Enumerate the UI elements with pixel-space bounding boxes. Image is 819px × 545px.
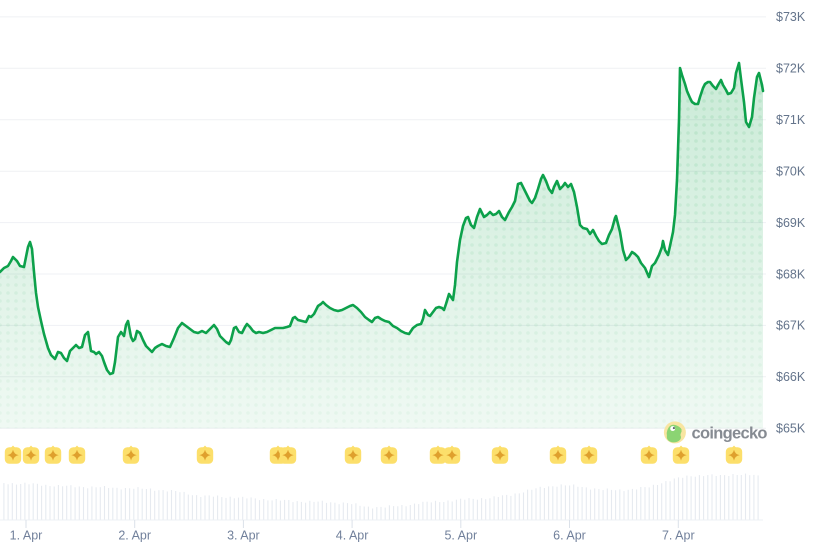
svg-text:$68K: $68K: [776, 267, 806, 281]
svg-text:$65K: $65K: [776, 422, 806, 436]
svg-text:$73K: $73K: [776, 10, 806, 24]
svg-text:4. Apr: 4. Apr: [336, 529, 369, 543]
svg-text:3. Apr: 3. Apr: [227, 529, 260, 543]
svg-text:5. Apr: 5. Apr: [444, 529, 477, 543]
svg-text:1. Apr: 1. Apr: [10, 529, 43, 543]
svg-text:$66K: $66K: [776, 370, 806, 384]
svg-text:$72K: $72K: [776, 62, 806, 76]
svg-text:$71K: $71K: [776, 113, 806, 127]
svg-text:$70K: $70K: [776, 165, 806, 179]
svg-text:coingecko: coingecko: [692, 424, 768, 442]
svg-text:7. Apr: 7. Apr: [662, 529, 695, 543]
svg-text:6. Apr: 6. Apr: [553, 529, 586, 543]
svg-text:2. Apr: 2. Apr: [118, 529, 151, 543]
svg-text:$69K: $69K: [776, 216, 806, 230]
svg-text:$67K: $67K: [776, 319, 806, 333]
